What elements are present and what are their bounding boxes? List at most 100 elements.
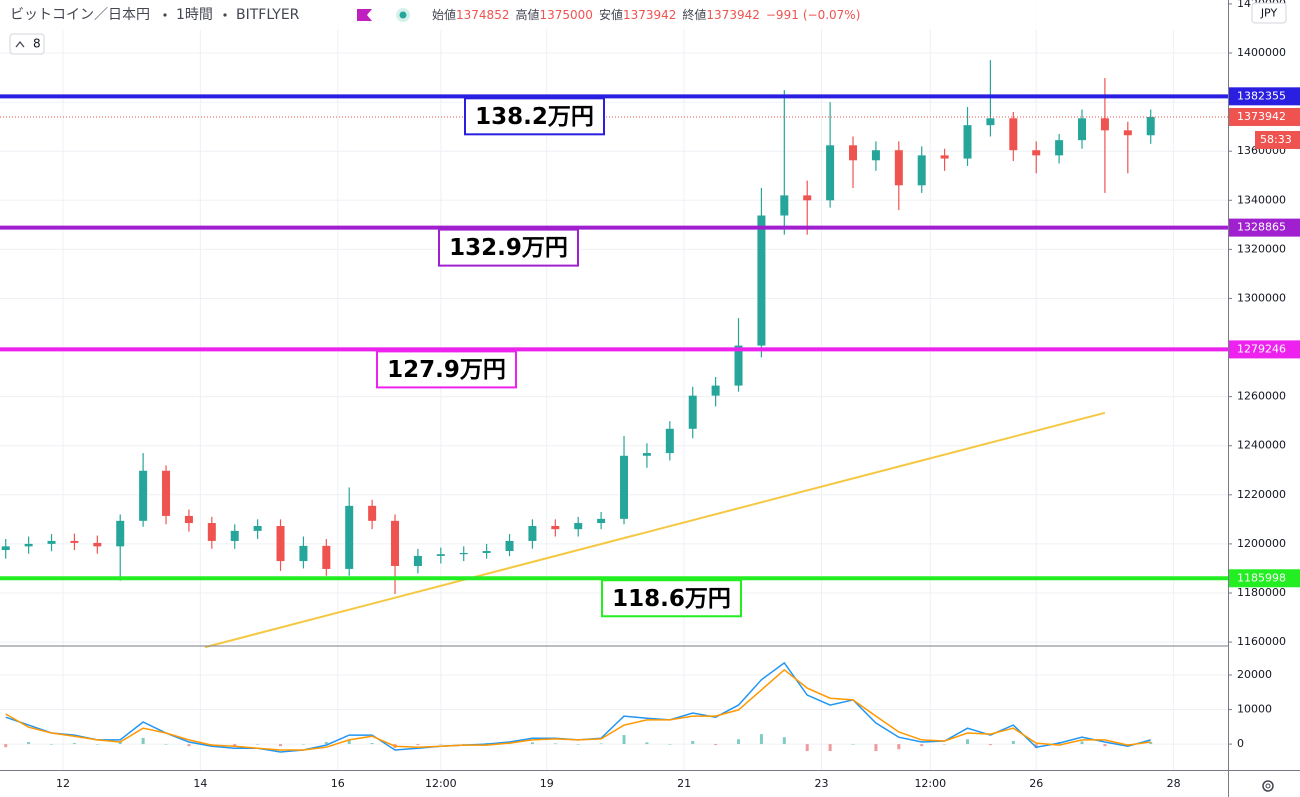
candle-body <box>345 505 354 569</box>
histogram-bar <box>691 740 695 745</box>
gear-hub <box>1265 783 1271 789</box>
interval: 1時間 <box>176 7 213 23</box>
candle-body <box>711 385 720 396</box>
x-tick-label: 12:00 <box>425 777 457 790</box>
candle-body <box>871 150 880 161</box>
candle-body <box>368 505 377 521</box>
quote-label: 高値 <box>515 7 539 22</box>
candle-body <box>917 155 926 186</box>
level-price-text: 1279246 <box>1237 342 1286 355</box>
histogram-bar <box>530 742 534 745</box>
candle-body <box>207 523 216 541</box>
histogram-bar <box>118 742 122 745</box>
x-tick-label: 14 <box>193 777 207 790</box>
level-label-box <box>438 228 579 267</box>
histogram-bar <box>737 739 741 745</box>
candle-body <box>47 540 56 544</box>
candle-body <box>391 520 400 566</box>
level-label: 138.2万円 <box>464 97 605 136</box>
histogram-bar <box>72 743 76 745</box>
x-tick-label: 16 <box>331 777 345 790</box>
level-label-box <box>464 97 605 136</box>
symbol: ビットコイン／日本円 <box>10 7 150 23</box>
candle-body <box>276 525 285 562</box>
quote: 始値1374852 高値1375000 安値1373942 終値1373942 −991… <box>432 7 860 22</box>
plot <box>1 60 1155 753</box>
header-backdrop <box>0 0 1226 30</box>
candle-body <box>116 520 125 547</box>
y-tick-label: 1200000 <box>1237 537 1286 550</box>
candle-body <box>1009 118 1018 151</box>
histogram-bar <box>782 737 786 745</box>
countdown: 58:33 <box>1260 133 1292 146</box>
candle-body <box>1 546 10 551</box>
histogram-bar <box>256 744 260 745</box>
level-label: 132.9万円 <box>438 228 579 267</box>
level-price-text: 1185998 <box>1237 571 1286 584</box>
histogram-bar <box>1080 741 1084 745</box>
change-pct: (−0.07%) <box>803 8 861 22</box>
macd-line <box>5 668 1151 751</box>
histogram-bar <box>141 737 145 745</box>
histogram-bar <box>828 744 832 752</box>
last-price-tag <box>1229 107 1300 126</box>
x-tick-label: 12:00 <box>914 777 946 790</box>
level-label-text: 138.2万円 <box>475 104 594 130</box>
gear <box>1262 780 1274 792</box>
histogram-bar <box>1103 744 1107 747</box>
histogram-bar <box>27 742 31 745</box>
y-tick-label: 1180000 <box>1237 586 1286 599</box>
level-price-tag <box>1229 569 1300 588</box>
level-price-tag <box>1229 87 1300 106</box>
status-dot <box>399 11 407 19</box>
y-tick-label: 1220000 <box>1237 488 1286 501</box>
axes: 12 14 16 12:00 19 21 23 12:00 26 28 1160000 1180000… <box>56 0 1300 790</box>
y-tick-label: 1300000 <box>1237 291 1286 304</box>
separator <box>163 13 167 17</box>
y-tick-label: 1240000 <box>1237 439 1286 452</box>
flag-icon[interactable] <box>357 9 372 21</box>
currency-box[interactable] <box>1251 2 1287 24</box>
histogram-bar <box>301 744 305 745</box>
level-price-text: 1382355 <box>1237 89 1286 102</box>
histogram-bar <box>279 744 283 747</box>
y-tick-label: 0 <box>1237 737 1244 750</box>
candle-body <box>803 195 812 201</box>
histogram-bar <box>1011 740 1015 745</box>
quote-value: 1375000 <box>539 8 592 22</box>
candle-body <box>1078 118 1087 141</box>
currency: JPY <box>1260 7 1278 20</box>
candle-body <box>642 453 651 456</box>
histogram-bar <box>966 739 970 745</box>
x-tick-label: 26 <box>1029 777 1043 790</box>
candle-body <box>322 545 331 569</box>
histogram-bar <box>943 744 947 745</box>
x-tick-label: 19 <box>540 777 554 790</box>
y-tick-label: 1160000 <box>1237 635 1286 648</box>
level-label-box <box>376 350 517 389</box>
level-label: 127.9万円 <box>376 350 517 389</box>
candle-body <box>894 150 903 186</box>
indicator-toggle[interactable] <box>9 33 45 55</box>
histogram-bar <box>1149 742 1153 745</box>
level-price-tag <box>1229 218 1300 237</box>
histogram-bar <box>233 744 237 747</box>
histogram-bar <box>462 744 466 745</box>
candle-body <box>1032 150 1041 156</box>
histogram-bar <box>50 744 54 745</box>
histogram-bar <box>622 735 626 745</box>
candle-body <box>597 518 606 524</box>
candle-body <box>230 530 239 541</box>
last-price-text: 1373942 <box>1237 110 1286 123</box>
candle-body <box>986 118 995 126</box>
candle-body <box>734 345 743 386</box>
level-label-text: 132.9万円 <box>449 235 568 261</box>
histogram-bar <box>874 744 878 752</box>
histogram-bar <box>851 744 855 745</box>
candle-body <box>528 525 537 541</box>
settings-icon[interactable] <box>1262 780 1274 792</box>
quote-label: 始値 <box>432 7 456 22</box>
candle-body <box>1123 130 1132 136</box>
histogram-bar <box>645 742 649 745</box>
